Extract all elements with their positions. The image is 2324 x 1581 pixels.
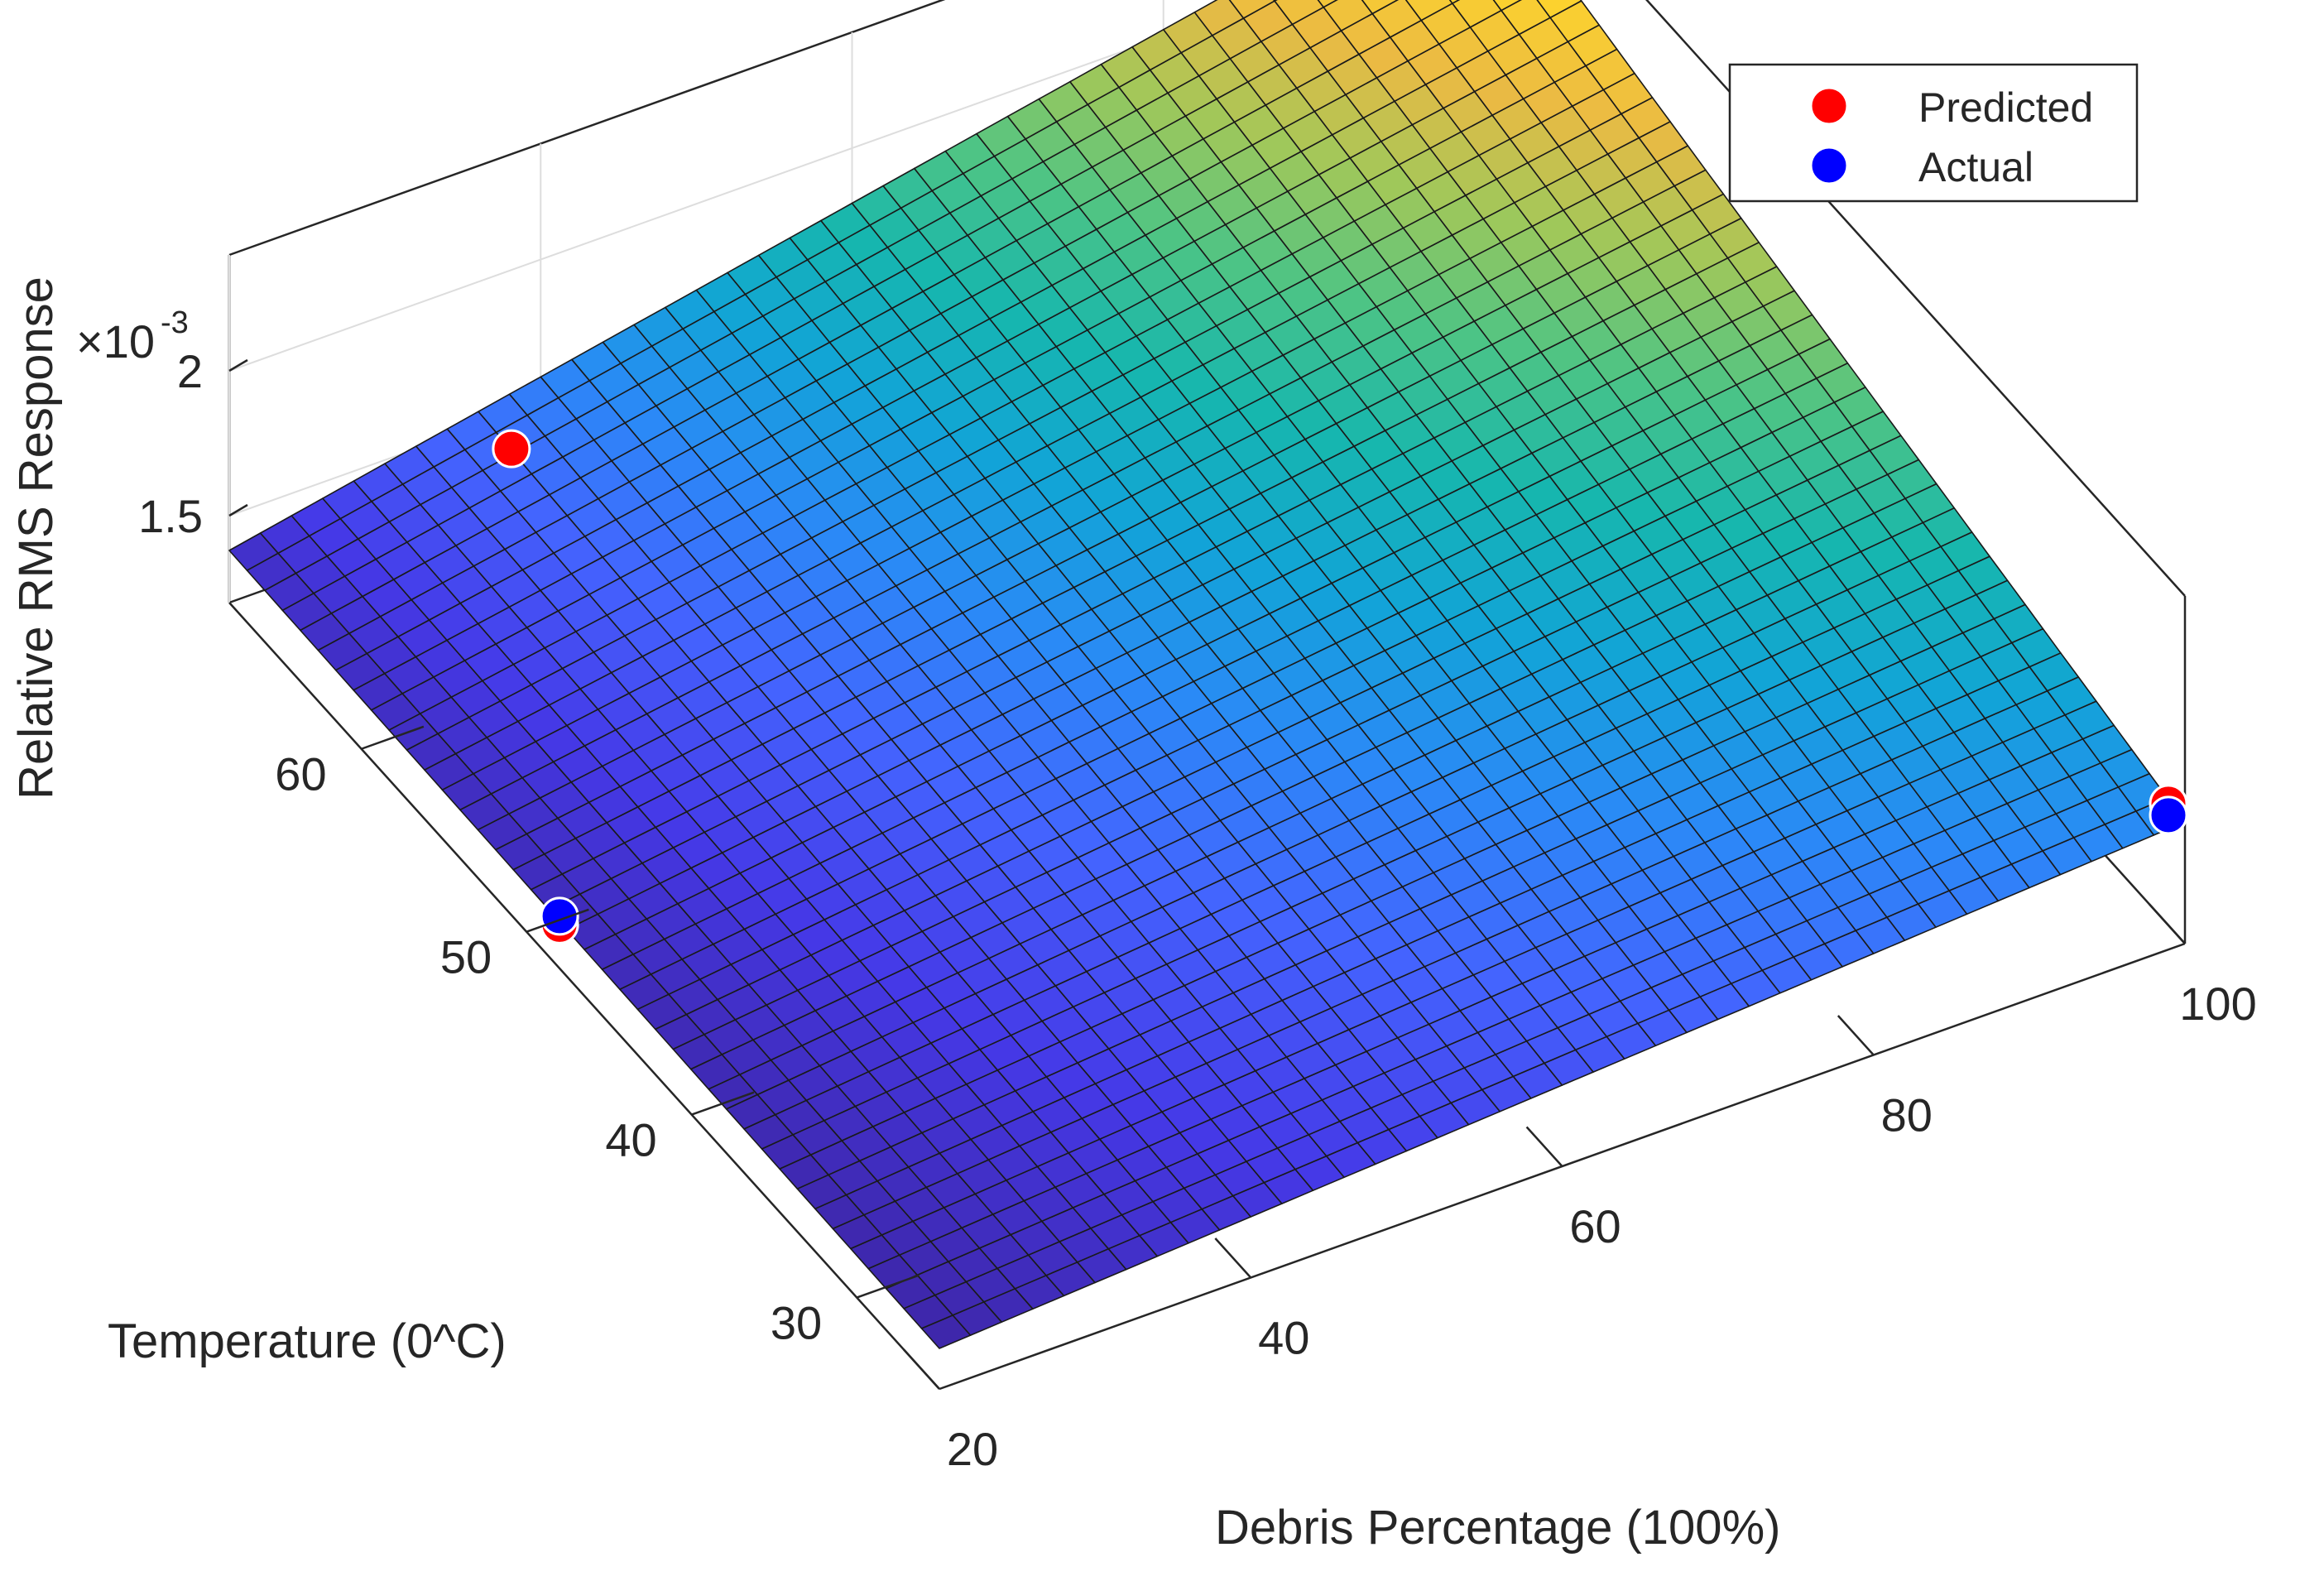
z-exponent-power: -3 xyxy=(161,305,189,340)
marker-actual-0 xyxy=(540,896,579,936)
y-tick-1 xyxy=(691,1091,755,1116)
surface-cell xyxy=(1536,0,1582,19)
marker-actual-2 xyxy=(2149,795,2188,835)
x-tick-label-2: 60 xyxy=(1569,1200,1621,1252)
surface-cell xyxy=(1274,0,1324,26)
x-tick-2 xyxy=(1525,1126,1563,1167)
surface-cell xyxy=(1371,0,1423,38)
surface-cell xyxy=(1361,0,1399,15)
surface-cell xyxy=(1492,0,1522,12)
legend-box xyxy=(1728,63,2139,203)
x-tick-label-0: 20 xyxy=(947,1423,998,1475)
y-tick-label-2: 50 xyxy=(440,931,492,983)
z-tick-0 xyxy=(228,503,248,517)
x-tick-1 xyxy=(1214,1237,1252,1279)
y-tick-3 xyxy=(361,725,425,750)
y-axis-title: Temperature (0^C) xyxy=(108,1314,507,1368)
legend-label-predicted: Predicted xyxy=(1918,84,2093,131)
x-tick-label-4: 100 xyxy=(2179,978,2256,1030)
legend-marker-predicted xyxy=(1809,86,1849,126)
z-axis-title: Relative RMS Response xyxy=(9,276,63,800)
y-tick-label-3: 60 xyxy=(275,748,326,800)
z-tick-label-0: 1.5 xyxy=(138,490,203,542)
z-exponent-base: ×10 xyxy=(76,315,155,368)
x-tick-4 xyxy=(2149,903,2186,944)
marker-predicted-1 xyxy=(492,429,531,469)
box-edge-left-floor xyxy=(228,602,940,1390)
y-tick-label-0: 30 xyxy=(771,1297,822,1349)
box-edge-right-top xyxy=(1645,0,2186,597)
axis-ticks: 20 40 60 80 100 30 40 50 60 1.5 2 xyxy=(138,345,2257,1475)
y-tick-0 xyxy=(856,1274,920,1299)
legend-marker-actual xyxy=(1809,146,1849,185)
legend-label-actual: Actual xyxy=(1918,144,2034,190)
response-surface xyxy=(228,0,2186,1349)
x-tick-3 xyxy=(1837,1015,1875,1056)
y-tick-2 xyxy=(526,908,589,933)
y-tick-label-1: 40 xyxy=(605,1114,656,1166)
data-markers xyxy=(492,429,2188,944)
x-tick-label-3: 80 xyxy=(1881,1089,1933,1141)
surface-cell xyxy=(1273,0,1278,2)
x-tick-label-1: 40 xyxy=(1258,1312,1309,1364)
surface-cell xyxy=(1193,0,1245,36)
surface-cell xyxy=(1452,0,1502,28)
surface-cell xyxy=(1501,0,1551,36)
x-axis-title: Debris Percentage (100%) xyxy=(1215,1501,1780,1555)
legend: Predicted Actual xyxy=(1728,63,2139,203)
z-tick-1 xyxy=(228,358,248,372)
grid-line-z-1 xyxy=(228,0,1270,372)
x-tick-0 xyxy=(903,1348,940,1390)
surface-cell xyxy=(1323,0,1373,31)
surface-cell xyxy=(1404,0,1453,22)
surface-cell xyxy=(1228,0,1275,19)
z-tick-label-1: 2 xyxy=(177,345,203,397)
surface-cell xyxy=(1448,0,1461,4)
surface-cell xyxy=(1317,0,1338,8)
z-exponent-label: ×10 -3 xyxy=(76,305,189,368)
